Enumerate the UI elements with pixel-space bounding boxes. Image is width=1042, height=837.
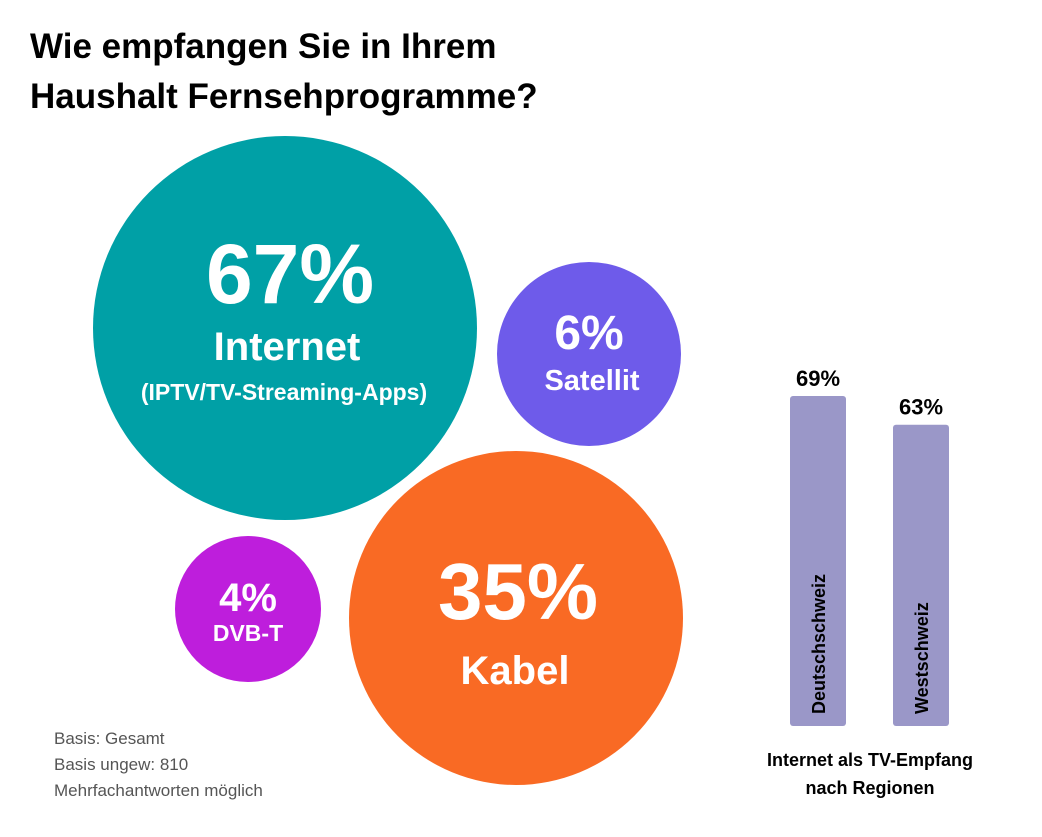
bar-chart-caption: Internet als TV-Empfang nach Regionen [720, 746, 1020, 802]
bar-value-label-deutschschweiz: 69% [796, 366, 840, 391]
bubble-dvbt-label: DVB-T [213, 620, 283, 646]
bubble-dvbt-circle [175, 536, 321, 682]
footnote-basis-ungewichtet: Basis ungew: 810 [54, 755, 189, 774]
bubble-dvbt: 4% DVB-T [175, 536, 321, 682]
bubble-satellit-label: Satellit [544, 365, 639, 397]
bubble-satellit-value: 6% [554, 307, 623, 360]
bar-chart-caption-line-2: nach Regionen [805, 778, 935, 798]
bubble-internet: 67% Internet (IPTV/TV-Streaming-Apps) [93, 136, 477, 520]
bar-chart-caption-line-1: Internet als TV-Empfang [766, 750, 974, 770]
bubble-kabel: 35% Kabel [349, 451, 683, 785]
bubble-kabel-label: Kabel [461, 649, 570, 693]
bubble-dvbt-value: 4% [219, 576, 277, 620]
chart-title-line-2: Haushalt Fernsehprogramme? [30, 77, 538, 116]
bar-deutschschweiz [790, 396, 846, 726]
chart-title: Wie empfangen Sie in Ihrem Haushalt Fern… [30, 22, 730, 122]
bar-value-label-westschweiz: 63% [899, 395, 943, 420]
bubble-internet-value: 67% [206, 227, 374, 321]
footnote-basis: Basis: Gesamt [54, 729, 165, 748]
bubble-kabel-value: 35% [438, 547, 598, 636]
bar-category-label-deutschschweiz: Deutschschweiz [809, 574, 829, 714]
bubble-internet-label: Internet [214, 325, 361, 369]
chart-title-line-1: Wie empfangen Sie in Ihrem [30, 27, 497, 66]
bubble-internet-sublabel: (IPTV/TV-Streaming-Apps) [141, 379, 427, 405]
bar-westschweiz [893, 424, 949, 726]
bubble-internet-circle [93, 136, 477, 520]
bubble-satellit-circle [497, 262, 681, 446]
bar-category-label-westschweiz: Westschweiz [912, 602, 932, 714]
bar-chart: 69% Deutschschweiz 63% Westschweiz [790, 366, 949, 726]
bubble-kabel-circle [349, 451, 683, 785]
footnote: Basis: Gesamt Basis ungew: 810 Mehrfacha… [54, 726, 263, 804]
bubble-satellit: 6% Satellit [497, 262, 681, 446]
footnote-mehrfachantworten: Mehrfachantworten möglich [54, 781, 263, 800]
